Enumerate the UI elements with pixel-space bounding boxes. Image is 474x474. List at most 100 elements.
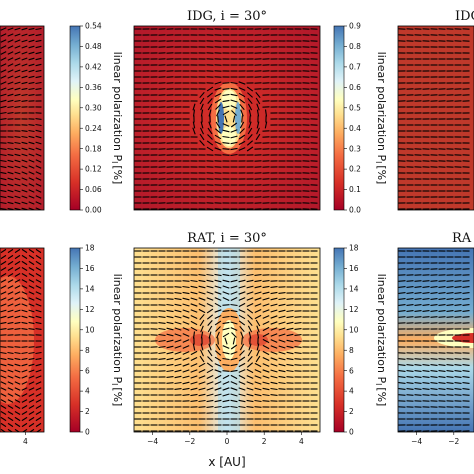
- polarization-vector: [255, 133, 261, 141]
- polarization-vector: [21, 69, 28, 73]
- polarization-vector: [214, 350, 222, 356]
- polarization-vector: [182, 315, 190, 319]
- polarization-vector: [28, 124, 35, 126]
- polarization-vector: [7, 171, 14, 175]
- polarization-vector: [14, 87, 21, 91]
- polarization-vector: [270, 387, 278, 391]
- polarization-vector: [28, 381, 35, 385]
- polarization-vector: [278, 292, 286, 294]
- polarization-vector: [254, 369, 262, 373]
- polarization-vector: [0, 411, 7, 415]
- polarization-vector: [174, 375, 182, 379]
- polarization-vector: [28, 369, 35, 373]
- polarization-vector: [222, 99, 230, 103]
- polarization-vector: [28, 81, 35, 85]
- polarization-vector: [21, 93, 28, 97]
- polarization-vector: [270, 357, 278, 361]
- polarization-vector: [214, 309, 222, 313]
- polarization-vector: [35, 135, 42, 139]
- polarization-vector: [406, 298, 414, 300]
- polarization-vector: [14, 363, 21, 367]
- polarization-vector: [198, 291, 206, 295]
- polarization-vector: [7, 195, 14, 199]
- polarization-vector: [262, 315, 270, 319]
- polarization-vector: [254, 309, 262, 313]
- polarization-vector: [21, 177, 28, 181]
- polarization-vector: [199, 91, 205, 99]
- polarization-vector: [174, 286, 182, 288]
- polarization-vector: [190, 315, 198, 319]
- polarization-vector: [7, 399, 14, 403]
- polarization-vector: [222, 148, 230, 150]
- polarization-vector: [192, 109, 196, 117]
- polarization-vector: [446, 382, 454, 384]
- polarization-vector: [206, 399, 214, 403]
- polarization-vector: [28, 291, 35, 295]
- polarization-vector: [7, 81, 14, 85]
- polarization-vector: [398, 376, 406, 378]
- polarization-vector: [230, 141, 238, 145]
- polarization-vector: [262, 363, 270, 367]
- polarization-vector: [21, 285, 28, 289]
- polarization-vector: [230, 374, 238, 380]
- colorbar-label-4: linear polarization Pl[%]: [374, 274, 388, 407]
- polarization-vector: [14, 63, 21, 67]
- polarization-vector: [28, 387, 35, 391]
- polarization-vector: [422, 310, 430, 312]
- polarization-vector: [206, 308, 214, 314]
- polarization-vector: [214, 363, 222, 367]
- polarization-vector: [422, 388, 430, 390]
- colorbar-tick-label: 0.8: [349, 42, 361, 51]
- polarization-vector: [14, 33, 21, 37]
- polarization-vector: [7, 159, 14, 163]
- polarization-vector: [14, 273, 21, 277]
- polarization-vector: [7, 267, 14, 271]
- polarization-vector: [214, 374, 222, 380]
- polarization-vector: [0, 248, 7, 254]
- polarization-vector: [438, 286, 446, 288]
- polarization-vector: [246, 297, 254, 301]
- polarization-vector: [230, 291, 238, 295]
- polarization-vector: [28, 303, 35, 307]
- polarization-vector: [200, 349, 204, 357]
- polarization-vector: [7, 346, 14, 348]
- polarization-vector: [454, 310, 462, 312]
- polarization-vector: [254, 297, 262, 301]
- polarization-vector: [7, 99, 14, 103]
- polarization-vector: [246, 362, 254, 368]
- polarization-vector: [264, 121, 268, 129]
- polarization-vector: [208, 343, 212, 351]
- polarization-vector: [166, 321, 174, 325]
- polarization-vector: [224, 115, 228, 123]
- polarization-vector: [190, 350, 198, 356]
- polarization-vector: [214, 134, 222, 140]
- polarization-vector: [278, 327, 286, 331]
- polarization-vector: [262, 309, 270, 313]
- polarization-vector: [14, 309, 21, 313]
- polarization-vector: [206, 268, 214, 270]
- polarization-vector: [246, 393, 254, 397]
- polarization-vector: [35, 346, 42, 348]
- polarization-vector: [430, 382, 438, 384]
- polarization-vector: [14, 428, 21, 432]
- polarization-vector: [254, 303, 262, 307]
- polarization-vector: [214, 399, 222, 403]
- polarization-vector: [278, 315, 286, 319]
- polarization-vector: [462, 382, 470, 384]
- polarization-vector: [414, 310, 422, 312]
- polarization-vector: [422, 358, 430, 360]
- colorbar-tick-label: 6: [85, 366, 90, 375]
- polarization-vector: [21, 147, 28, 151]
- polarization-vector: [438, 370, 446, 372]
- polarization-vector: [7, 147, 14, 151]
- polarization-vector: [35, 118, 42, 120]
- polarization-vector: [158, 327, 166, 331]
- colorbar-tick-label: 18: [85, 244, 95, 253]
- polarization-vector: [222, 82, 230, 84]
- polarization-vector: [35, 411, 42, 415]
- polarization-vector: [166, 303, 174, 307]
- polarization-vector: [166, 315, 174, 319]
- polarization-vector: [294, 364, 302, 366]
- polarization-vector: [0, 45, 7, 49]
- polarization-vector: [462, 286, 470, 288]
